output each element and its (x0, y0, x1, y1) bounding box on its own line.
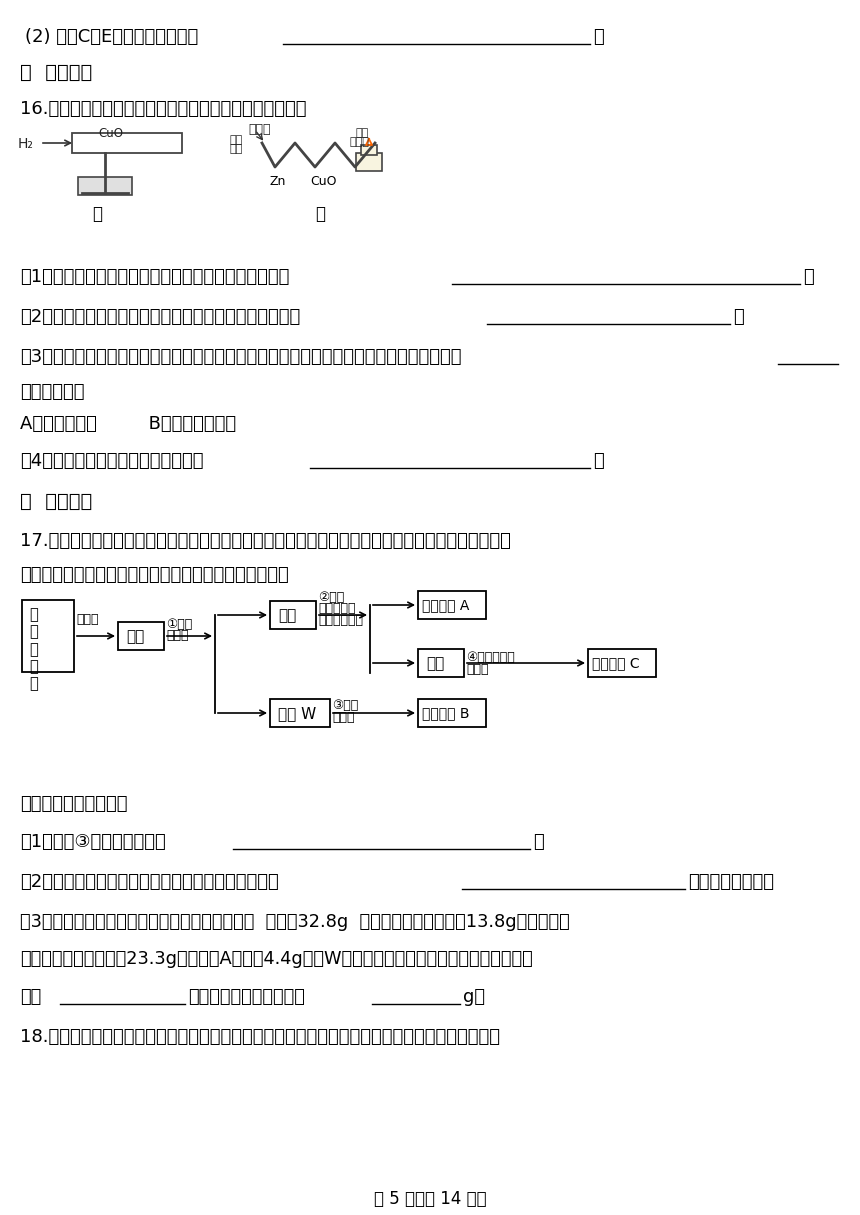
Bar (72, 132, 182, 153)
Text: 滴管: 滴管 (230, 145, 243, 154)
Text: （1）反应③的化学方程式为: （1）反应③的化学方程式为 (20, 833, 166, 850)
Text: 酒精灯: 酒精灯 (350, 137, 370, 147)
Text: 18.纯碱的产量是衡量一个国家化学工业发展水平的重要指标。侯氏制碱法生产原理的主要过程如下: 18.纯碱的产量是衡量一个国家化学工业发展水平的重要指标。侯氏制碱法生产原理的主… (20, 1028, 500, 1046)
Text: 第 5 页（共 14 页）: 第 5 页（共 14 页） (374, 1189, 486, 1208)
Bar (22, 600, 74, 672)
Text: Zn: Zn (270, 175, 286, 188)
Text: 白色沉淀 C: 白色沉淀 C (592, 656, 640, 669)
Text: 白色沉淀 B: 白色沉淀 B (422, 706, 470, 720)
Text: 。（填化学式）。: 。（填化学式）。 (688, 874, 774, 891)
Text: 。: 。 (593, 28, 604, 46)
Text: （1）小明用图甲装置还原氧化铜，观察到的实验现象是: （1）小明用图甲装置还原氧化铜，观察到的实验现象是 (20, 269, 289, 286)
Text: 。: 。 (593, 452, 604, 470)
Bar (356, 153, 382, 171)
Bar (361, 145, 377, 156)
Text: 16.如图所示为小明和小红做氢气还原氧化铜的相关实验。: 16.如图所示为小明和小红做氢气还原氧化铜的相关实验。 (20, 100, 306, 118)
Text: （2）根据实验现象推断该混合物中一定含有的物质是: （2）根据实验现象推断该混合物中一定含有的物质是 (20, 874, 279, 891)
Text: 气体 W: 气体 W (278, 706, 316, 720)
Text: 白色沉淀 A: 白色沉淀 A (422, 598, 470, 612)
Bar (418, 590, 486, 618)
Text: CuO: CuO (310, 175, 336, 188)
Text: 四  、解答题: 四 、解答题 (20, 492, 92, 512)
Text: 足量水: 足量水 (76, 614, 99, 626)
Text: 稀硝酸、过滤: 稀硝酸、过滤 (318, 614, 363, 627)
Text: CuO: CuO (98, 128, 123, 140)
Text: （填化学式），其质量为: （填化学式），其质量为 (188, 988, 305, 1006)
Text: 石灰水: 石灰水 (332, 711, 354, 724)
Text: 。: 。 (733, 307, 744, 326)
Text: 稀硝酸: 稀硝酸 (466, 663, 488, 676)
Text: （4）写出图乙微型实验的一个优点：: （4）写出图乙微型实验的一个优点： (20, 452, 204, 470)
Text: 17.固体混合物中可能含有氢氧化钠、硝酸钠、氯化钠、硫酸钠、碳酸钠。为了研究该混合物的成分，: 17.固体混合物中可能含有氢氧化钠、硝酸钠、氯化钠、硫酸钠、碳酸钠。为了研究该混… (20, 532, 511, 550)
Bar (270, 601, 316, 629)
Text: 甲: 甲 (92, 205, 102, 224)
Text: 微型: 微型 (230, 135, 243, 145)
Text: 某同学按下列流程进行了实验（各步均恰好完全反应）：: 某同学按下列流程进行了实验（各步均恰好完全反应）： (20, 566, 289, 584)
Text: g。: g。 (463, 988, 485, 1006)
Text: （填字母）。: （填字母）。 (20, 383, 84, 401)
Text: 溶液: 溶液 (126, 629, 144, 644)
Text: 固
体
混
合
物: 固 体 混 合 物 (29, 608, 38, 691)
Text: ①适量: ①适量 (166, 618, 193, 631)
Text: 乙: 乙 (315, 205, 325, 224)
Bar (588, 649, 656, 677)
Text: 根据流程图回答问题：: 根据流程图回答问题： (20, 795, 127, 813)
Text: (2) 写出C与E反应的化学方程式: (2) 写出C与E反应的化学方程式 (25, 28, 199, 46)
Text: （2）为什么实验结束之后要一直通入氢气直至试管冷却？: （2）为什么实验结束之后要一直通入氢气直至试管冷却？ (20, 307, 300, 326)
Text: A．先挤压滴管         B．先点燃酒精灯: A．先挤压滴管 B．先点燃酒精灯 (20, 416, 236, 433)
Bar (78, 177, 132, 194)
Text: 微型: 微型 (355, 128, 368, 139)
Text: （3）该同学为了进一步确定固体混合物的组成，  取样品32.8g  （其中含钠元素质量为13.8g），按上述: （3）该同学为了进一步确定固体混合物的组成， 取样品32.8g （其中含钠元素质… (20, 912, 569, 931)
Bar (418, 699, 486, 727)
Text: （3）小红设计了图乙的微型实验装置来还原氧化铜。微型滴管内装有稀硫酸，实验开始时应: （3）小红设计了图乙的微型实验装置来还原氧化铜。微型滴管内装有稀硫酸，实验开始时… (20, 347, 462, 366)
Bar (270, 699, 330, 727)
Text: 。: 。 (803, 269, 814, 286)
Text: ④硝酸银溶液: ④硝酸银溶液 (466, 651, 515, 665)
Text: 溶液: 溶液 (278, 608, 296, 623)
Text: 。: 。 (533, 833, 544, 850)
Text: 溶液: 溶液 (426, 656, 445, 671)
Text: 氯化钡溶液: 氯化钡溶液 (318, 601, 355, 615)
Bar (418, 649, 464, 677)
Text: 稀盐酸: 稀盐酸 (166, 629, 188, 642)
Text: H₂: H₂ (18, 137, 34, 151)
Bar (118, 622, 164, 650)
Text: ③澄清: ③澄清 (332, 699, 359, 712)
Text: 质是: 质是 (20, 988, 41, 1006)
Text: ②适量: ②适量 (318, 590, 344, 604)
Text: 三  、实验题: 三 、实验题 (20, 63, 92, 81)
Text: 流程图进行实验，产生23.3g白色沉淀A，产生4.4g气体W。通过计算，确定该混合物中还含有的物: 流程图进行实验，产生23.3g白色沉淀A，产生4.4g气体W。通过计算，确定该混… (20, 950, 532, 968)
Text: 稀硫酸: 稀硫酸 (248, 123, 271, 136)
